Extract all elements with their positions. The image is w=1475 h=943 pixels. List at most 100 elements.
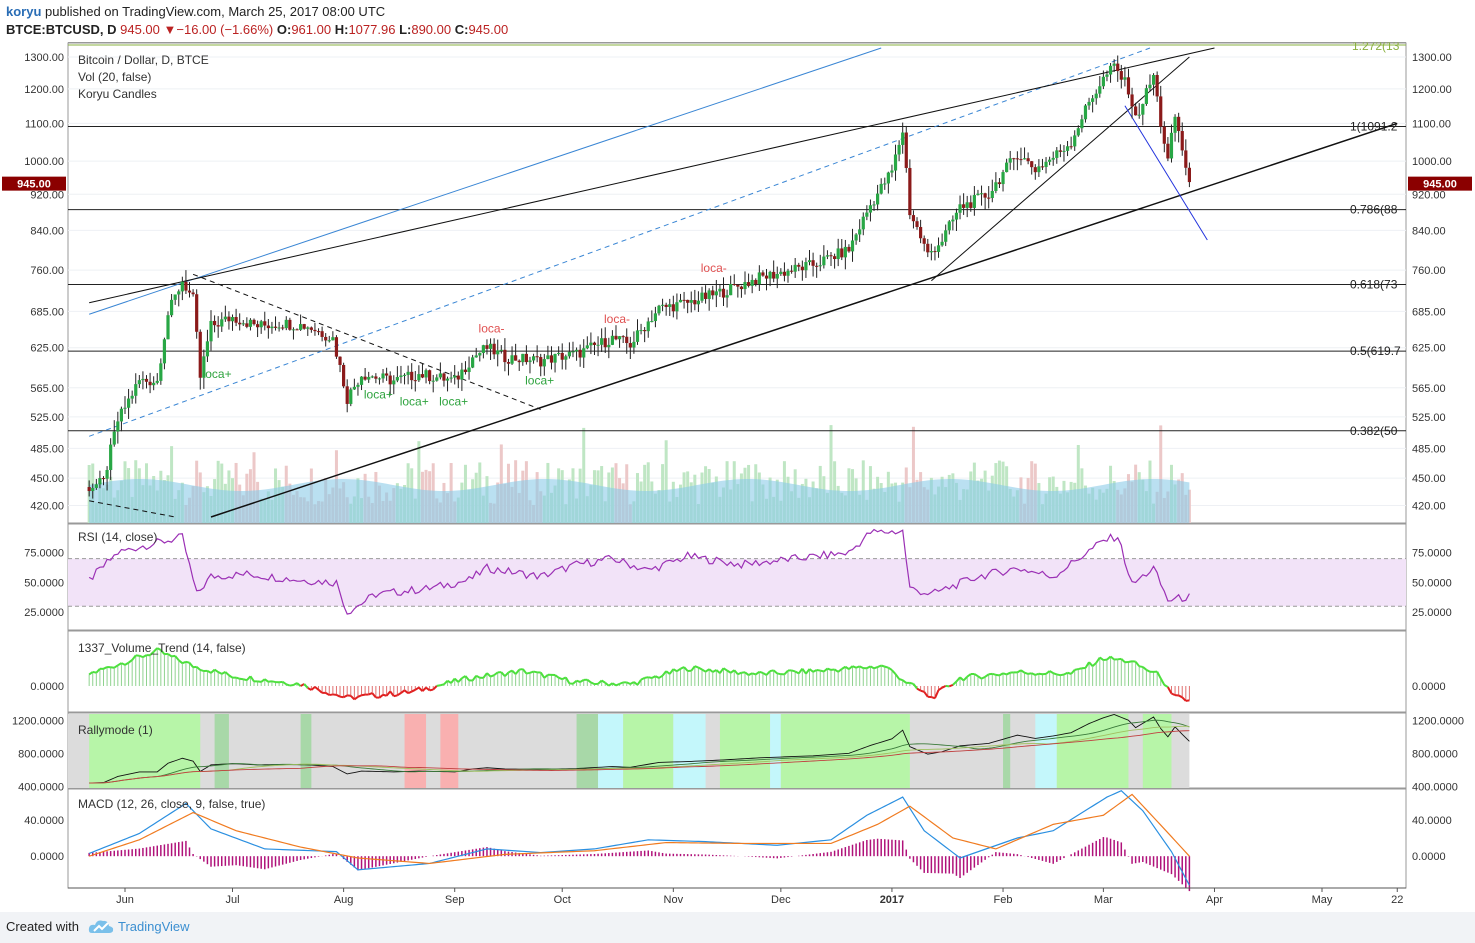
macd-pane-title: MACD (12, 26, close, 9, false, true) [78,797,265,811]
candle-body [395,377,399,381]
low-value: 890.00 [411,22,452,37]
chart-canvas[interactable]: 1300.00 1300.00 1200.00 1200.00 1100.00 1100.… [0,42,1475,912]
candle-body [804,262,808,271]
candle-body [399,375,403,378]
candle-body [306,327,310,329]
candle-body [574,349,579,352]
symbol[interactable]: BTCE:BTCUSD, D [6,22,117,37]
candle-body [352,386,356,390]
candle-body [162,339,167,364]
rally-zone [1035,714,1057,788]
vt-line [160,649,166,655]
candle-body [1155,75,1159,97]
candle-body [707,290,711,299]
candle-body [374,376,378,379]
candle-body [876,193,880,205]
rally-zone [1003,714,1011,788]
candle-body [1116,63,1120,72]
candle-body [585,345,589,349]
vt-line [432,685,438,691]
author-link[interactable]: koryu [6,4,42,19]
rally-zone [1056,714,1129,788]
candle-body [245,323,249,327]
vt-line [672,668,678,673]
candle-body [1058,150,1062,152]
candle-body [1119,71,1123,80]
candle-body [299,324,303,330]
price-tick-label-right: 840.00 [1412,225,1446,237]
price-tick-label-right: 625.00 [1412,343,1446,355]
vt-line [361,693,366,697]
candle-body [901,132,905,145]
signal-annotation: loca+ [400,394,429,408]
candle-body [879,183,883,194]
vt-line [1016,669,1022,674]
vt-line [966,673,972,678]
vt-line [977,675,983,680]
vt-line [317,689,323,694]
vt-line [730,669,735,674]
macd-tick-label-right: 0.0000 [1412,851,1446,863]
volume-bar [252,452,256,523]
vt-line [601,679,606,684]
candle-body [560,352,564,360]
vt-line [590,681,595,686]
vt-line [648,676,653,679]
candle-body [696,300,701,305]
vt-line [403,689,409,695]
candle-body [256,324,260,328]
candle-body [91,487,95,492]
candle-body [295,329,299,331]
vt-line [611,682,617,687]
vt-line [859,665,864,670]
candle-body [126,398,131,408]
vt-line [490,674,495,678]
price-pane-title: Bitcoin / Dollar, D, BTCE [78,53,209,67]
candle-body [273,326,278,328]
vt-line [934,689,940,699]
candle-body [686,299,690,303]
candle-body [248,319,253,327]
vt-line [816,669,821,672]
candle-body [410,371,414,381]
candle-body [1162,126,1166,144]
macd-tick-label: 40.0000 [24,815,64,827]
tradingview-link[interactable]: TradingView [118,919,190,934]
candle-body [252,319,256,325]
candle-body [338,356,342,365]
candle-body [496,350,500,355]
candle-body [610,335,615,345]
candle-body [958,204,962,213]
candle-body [370,376,374,378]
candle-body [944,230,948,242]
vt-line [744,671,750,676]
candle-body [754,279,758,285]
candle-body [1001,172,1005,185]
candle-body [155,380,159,383]
vt-line [393,694,398,698]
candle-body [137,380,141,385]
vt-line [902,679,907,684]
macd-tick-label: 0.0000 [30,851,64,863]
vt-line [579,679,585,683]
candle-body [471,357,475,368]
candle-body [123,407,127,409]
tradingview-cloud-icon[interactable] [88,918,114,936]
vt-line [783,669,789,676]
rally-zone [214,714,229,788]
price-tick-label-right: 1100.00 [1412,118,1451,130]
candle-body [313,329,317,332]
vt-line [661,670,667,677]
candle-body [1005,162,1009,173]
vt-line [604,681,610,687]
vt-line [343,694,348,699]
publish-text: published on TradingView.com, March 25, … [41,4,386,19]
vt-line [156,647,162,651]
candle-body [485,345,489,349]
vt-line [224,671,230,676]
rally-zone [719,714,771,788]
price-tick-label: 1100.00 [25,118,64,130]
candle-body [327,340,331,342]
price-tick-label-right: 420.00 [1412,500,1446,512]
vt-line [1167,686,1173,694]
